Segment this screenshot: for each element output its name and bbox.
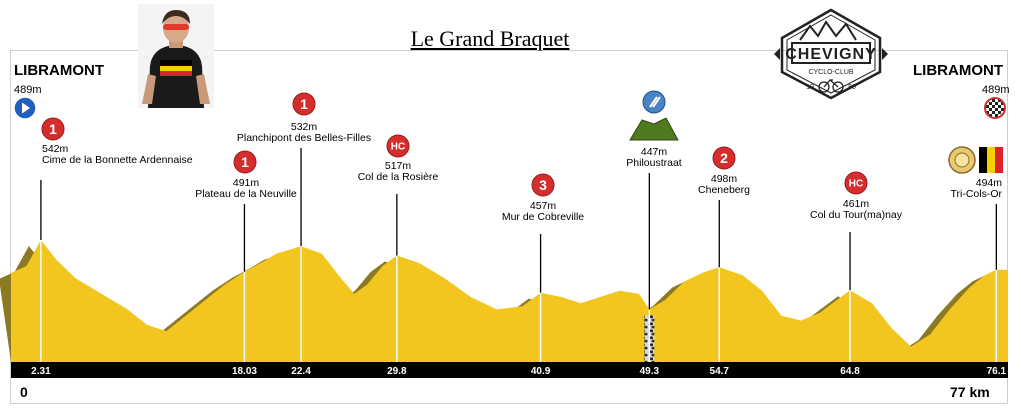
climb-altitude: 494m [976, 177, 1003, 189]
km-tick-label: 49.3 [640, 366, 660, 377]
club-logo: CHEVIGNY CYCLO-CLUB 19 80 [774, 8, 888, 100]
climb-name: Col du Tour(ma)nay [810, 209, 903, 221]
logo-sub: CYCLO-CLUB [808, 69, 853, 76]
climb-category-label: 1 [241, 154, 249, 170]
pave-icon-stripe [652, 96, 661, 108]
climb-category-badge [712, 146, 736, 170]
rider-illustration [138, 4, 214, 108]
belgian-flag-black [979, 147, 987, 173]
km-tick-label: 18.03 [232, 366, 257, 377]
finish-town: LIBRAMONT [913, 62, 1003, 79]
km-tick-label: 2.31 [31, 366, 51, 377]
finish-altitude: 489m [982, 84, 1010, 96]
climb-name: Philoustraat [626, 157, 682, 169]
climb-category-badge [41, 117, 65, 141]
climb-category-badge [386, 134, 410, 158]
start-arrow-icon [13, 96, 37, 120]
climb-name: Tri-Cols-Or [950, 188, 1002, 200]
km-tick-label: 76.1 [987, 366, 1007, 377]
climb-lines [40, 148, 998, 362]
axis-start-label: 0 [20, 384, 28, 400]
finish-flag-icon [984, 97, 1006, 119]
profile-area-path [11, 240, 1008, 362]
km-tick-label: 22.4 [291, 366, 311, 377]
chart-title: Le Grand Braquet [410, 26, 570, 51]
climb-category-badge [292, 92, 316, 116]
pave-hill-icon [629, 117, 679, 141]
trophy-icon-inner [954, 152, 970, 168]
climb-category-label: 1 [300, 96, 308, 112]
distance-axis: 2.31 18.03 22.4 29.8 40.9 49.3 54.7 64.8 76.1 [11, 362, 1008, 378]
climb-category-badge [531, 173, 555, 197]
climb-altitude: 542m [42, 143, 69, 155]
climb-name: Col de la Rosière [358, 171, 439, 183]
climb-name: Cime de la Bonnette Ardennaise [42, 154, 193, 166]
belgian-flag-red [995, 147, 1003, 173]
climb-category-label: HC [391, 142, 405, 153]
climb-altitude: 491m [233, 177, 260, 189]
climb-category-label: 3 [539, 177, 547, 193]
logo-name: CHEVIGNY [785, 46, 877, 63]
climb-category-label: 2 [720, 150, 728, 166]
climb-category-label: 1 [49, 121, 57, 137]
km-tick-label: 40.9 [531, 366, 551, 377]
climb-category-badge [844, 171, 868, 195]
km-tick-label: 54.7 [710, 366, 730, 377]
logo-year-right: 80 [848, 84, 856, 91]
km-tick-label: 29.8 [387, 366, 407, 377]
climb-name: Mur de Cobreville [502, 211, 584, 223]
climb-name: Planchipont des Belles-Filles [237, 132, 371, 144]
pave-icon-stripe [649, 96, 658, 108]
climb-altitude: 498m [711, 173, 738, 185]
climb-name: Plateau de la Neuville [195, 188, 297, 200]
climb-altitude: 461m [843, 198, 870, 210]
profile-area [11, 240, 1008, 362]
axis-bar [11, 362, 1008, 378]
climb-altitude: 532m [291, 121, 318, 133]
start-town: LIBRAMONT [14, 62, 104, 79]
belgian-flag-yellow [987, 147, 995, 173]
logo-year-left: 19 [806, 84, 814, 91]
climb-name: Cheneberg [698, 184, 750, 196]
climb-altitude: 457m [530, 200, 557, 212]
km-tick-label: 64.8 [840, 366, 860, 377]
climb-category-badge [233, 150, 257, 174]
climb-category-label: HC [849, 179, 863, 190]
axis-end-label: 77 km [950, 384, 990, 400]
start-altitude: 489m [14, 84, 42, 96]
climb-altitude: 447m [641, 146, 668, 158]
climb-altitude: 517m [385, 160, 412, 172]
